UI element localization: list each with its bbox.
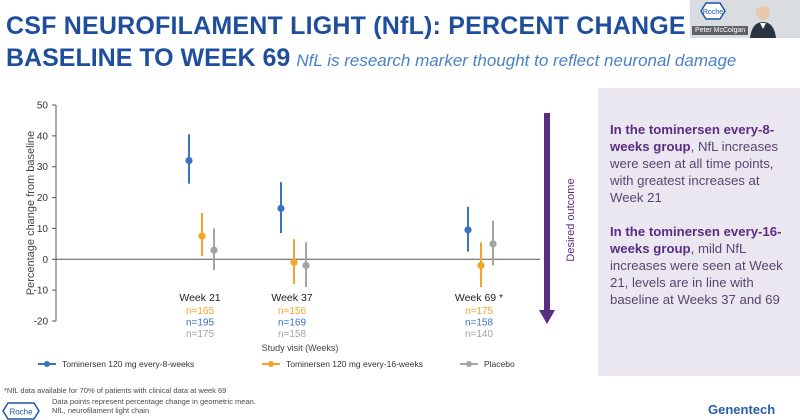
data-point-s2-c2 [489, 240, 497, 248]
data-point-s1-c1 [290, 258, 298, 266]
slide-subtitle: NfL is research marker thought to reflec… [296, 51, 737, 70]
genentech-logo: Genentech [708, 402, 776, 417]
side-paragraph-2: In the tominersen every-16-weeks group, … [610, 223, 794, 308]
bottom-notes: Data points represent percentage change … [52, 397, 572, 415]
y-tick-label-6: -10 [34, 286, 49, 297]
n-label-s2-c1: n=158 [278, 329, 307, 340]
side-para1-rest: , NfL increases were seen at all time po… [610, 139, 779, 205]
n-label-s1-c0: n=165 [186, 306, 215, 317]
x-axis-label: Study visit (Weeks) [262, 343, 339, 353]
note-2: NfL, neurofilament light chain [52, 405, 150, 415]
roche-logo-bottom-text: Roche [9, 408, 33, 417]
y-axis-label: Percentage change from baseline [25, 131, 37, 296]
data-point-s0-c0 [185, 156, 193, 165]
title-line2-text: BASELINE TO WEEK 69 [6, 44, 291, 72]
side-para1-bold: In the tominersen every-8-weeks group [610, 122, 775, 154]
data-point-s0-c1 [277, 204, 285, 212]
y-tick-label-0: 50 [37, 101, 49, 112]
legend-label-2: Placebo [484, 359, 515, 369]
roche-logo-bottom: Roche [2, 402, 40, 420]
n-label-s1-c2: n=175 [465, 306, 494, 317]
slide-title-line2: BASELINE TO WEEK 69 NfL is research marke… [6, 44, 736, 73]
data-point-s2-c0 [210, 246, 218, 254]
n-label-s0-c0: n=195 [186, 318, 215, 329]
presenter-silhouette-icon [750, 6, 776, 38]
nfl-chart: 50 40 30 20 10 0 -10 -20 Percentage change from … [25, 101, 577, 370]
y-tick-label-7: -20 [34, 317, 49, 328]
n-label-s0-c2: n=158 [465, 318, 494, 329]
n-label-s1-c1: n=156 [278, 306, 307, 317]
y-tick-label-2: 30 [37, 162, 49, 173]
desired-outcome-arrow-shaft [544, 113, 550, 313]
presenter-name: Peter McColgan [692, 26, 749, 35]
y-tick-label-3: 20 [37, 193, 49, 204]
footnote: *NfL data available for 70% of patients … [4, 386, 227, 395]
note-1: Data points represent percentage change … [52, 397, 256, 406]
n-label-s2-c2: n=140 [465, 329, 494, 340]
y-tick-label-1: 40 [37, 131, 49, 142]
desired-outcome-label: Desired outcome [565, 178, 577, 261]
side-paragraph-1: In the tominersen every-8-weeks group, N… [610, 121, 794, 206]
legend-label-0: Tominersen 120 mg every-8-weeks [62, 359, 194, 369]
y-tick-label-5: 0 [42, 255, 48, 266]
legend-marker-1 [268, 361, 274, 367]
category-label-0: Week 21 [179, 292, 220, 304]
side-panel: In the tominersen every-8-weeks group, N… [598, 88, 800, 376]
roche-logo-top-text: Roche [703, 9, 723, 16]
side-para2-rest: , mild NfL increases were seen at Week 2… [610, 241, 783, 307]
category-label-2: Week 69 * [455, 292, 503, 304]
data-point-s0-c2 [464, 226, 472, 234]
legend-marker-0 [44, 361, 50, 367]
legend-marker-2 [466, 361, 472, 367]
data-point-s1-c0 [198, 232, 206, 240]
slide-title-line1: CSF NEUROFILAMENT LIGHT (NfL): PERCENT C… [6, 12, 768, 40]
side-para2-bold: In the tominersen every-16-weeks group [610, 224, 782, 256]
data-point-s2-c1 [302, 261, 310, 270]
data-point-s1-c2 [477, 261, 485, 270]
chart-area: 50 40 30 20 10 0 -10 -20 Percentage change from … [0, 88, 596, 376]
n-label-s0-c1: n=169 [278, 318, 307, 329]
n-label-s2-c0: n=175 [186, 329, 215, 340]
desired-outcome-arrow-head [539, 310, 555, 324]
y-tick-label-4: 10 [37, 224, 49, 235]
roche-logo-top: Roche [700, 2, 726, 20]
legend-label-1: Tominersen 120 mg every-16-weeks [286, 359, 423, 369]
category-label-1: Week 37 [271, 292, 312, 304]
